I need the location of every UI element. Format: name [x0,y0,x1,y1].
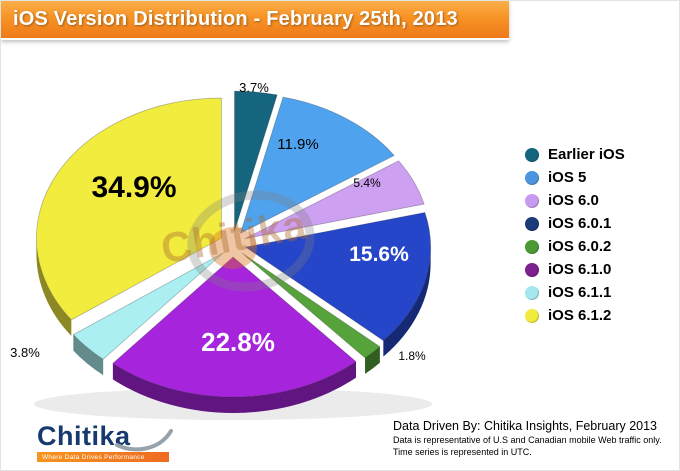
pie-slice-side-ios-6-1-1 [73,334,104,376]
legend-label: iOS 6.0 [548,192,599,209]
legend-swatch-icon [525,216,539,231]
credit-note-1: Data is representative of U.S and Canadi… [393,435,662,445]
legend-label: iOS 6.1.0 [548,261,612,278]
slice-value-label-ios-6-0-2: 1.8% [398,349,426,363]
legend-item-ios-6-0: iOS 6.0 [525,189,625,212]
pie-slice-ios-6-1-1 [72,252,224,360]
pie-slice-ios-6-1-0 [112,256,357,398]
slice-value-label-ios-6-0: 5.4% [353,176,381,190]
legend-item-ios-6-0-1: iOS 6.0.1 [525,212,625,235]
legend-item-ios-6-1-1: iOS 6.1.1 [525,281,625,304]
pie-slice-earlier-ios [234,90,278,232]
pie-slice-ios-6-0-2 [241,252,381,359]
legend-swatch-icon [525,170,539,185]
legend-label: iOS 5 [548,169,587,186]
logo-swoosh-icon [115,429,173,452]
legend-item-ios-6-0-2: iOS 6.0.2 [525,235,625,258]
pie-slice-ios-5 [240,96,395,234]
legend-swatch-icon [525,239,539,254]
legend-swatch-icon [525,193,539,208]
legend-item-ios-6-1-0: iOS 6.1.0 [525,258,625,281]
legend-label: Earlier iOS [548,146,625,163]
legend-label: iOS 6.1.1 [548,284,612,301]
legend-label: iOS 6.0.2 [548,238,612,255]
slice-value-label-earlier-ios: 3.7% [239,80,269,95]
slice-value-label-ios-6-0-1: 15.6% [349,243,409,266]
data-credits: Data Driven By: Chitika Insights, Februa… [393,419,673,458]
logo-wordmark: Chitika [37,421,131,451]
legend-label: iOS 6.1.2 [548,307,612,324]
legend-swatch-icon [525,147,539,162]
chart-legend: Earlier iOS iOS 5 iOS 6.0 iOS 6.0.1 iOS 6.0.… [525,143,625,327]
pie-slice-side-ios-6-1-2 [36,238,72,336]
legend-swatch-icon [525,262,539,277]
pie-slice-side-ios-6-1-0 [112,361,357,413]
slice-value-label-ios-6-1-0: 22.8% [201,327,275,357]
credit-note-2: Time series is represented in UTC. [393,446,532,457]
legend-item-ios-5: iOS 5 [525,166,625,189]
slice-value-label-ios-6-1-1: 3.8% [10,345,40,360]
pie-slice-side-ios-6-0-2 [365,346,380,374]
page-title: iOS Version Distribution - February 25th… [13,8,458,30]
logo-tagline: Where Data Drives Performance [42,453,145,461]
pie-slice-ios-6-0 [244,160,425,240]
pie-slice-side-ios-6-0-1 [383,247,431,357]
logo-wordmark-row: Chitika [37,421,197,452]
logo-tagline-bar: Where Data Drives Performance [37,452,169,462]
legend-swatch-icon [525,308,539,323]
legend-item-earlier-ios: Earlier iOS [525,143,625,166]
pie-chart: 3.7% 11.9% 5.4% 15.6% 1.8% 22.8% 3.8% 34.9% [10,80,432,420]
pie-slice-ios-6-1-2 [36,97,222,321]
legend-swatch-icon [525,285,539,300]
pie-slice-ios-6-0-1 [245,212,431,341]
header-banner: iOS Version Distribution - February 25th… [1,1,509,40]
legend-label: iOS 6.0.1 [548,215,612,232]
chitika-logo: Chitika Where Data Drives Performance [37,421,197,462]
slice-value-label-ios-6-1-2: 34.9% [91,171,176,204]
legend-item-ios-6-1-2: iOS 6.1.2 [525,304,625,327]
credit-source: Data Driven By: Chitika Insights, Februa… [393,419,658,433]
slice-value-label-ios-5: 11.9% [277,136,318,153]
